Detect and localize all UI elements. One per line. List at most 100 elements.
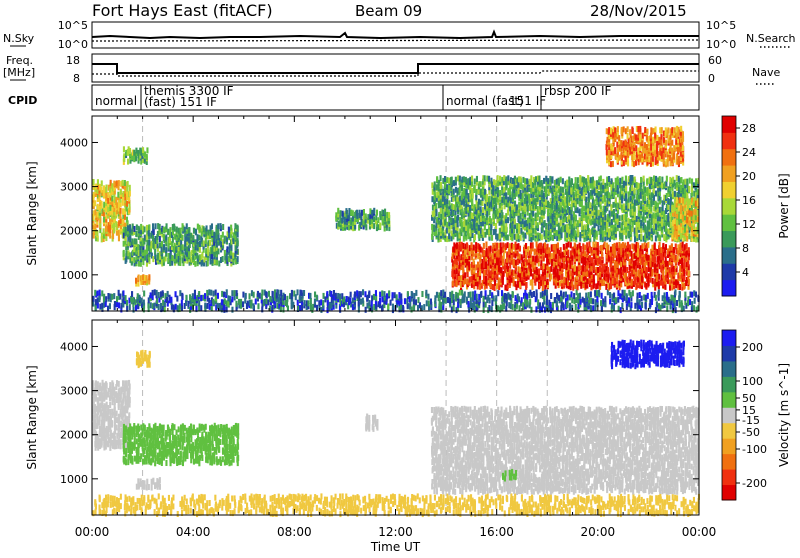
echo-cell bbox=[392, 304, 394, 310]
echo-cell bbox=[303, 290, 305, 296]
echo-cell bbox=[146, 154, 148, 160]
echo-cell bbox=[661, 177, 663, 183]
echo-cell bbox=[271, 305, 273, 311]
echo-cell bbox=[478, 199, 480, 205]
echo-cell bbox=[651, 292, 653, 298]
echo-cell bbox=[363, 209, 365, 215]
echo-cell bbox=[585, 197, 587, 203]
echo-cell bbox=[115, 197, 117, 203]
echo-cell bbox=[129, 185, 131, 191]
echo-cell bbox=[122, 208, 124, 214]
echo-cell bbox=[111, 183, 113, 189]
echo-cell bbox=[547, 216, 549, 222]
echo-cell bbox=[526, 282, 528, 288]
echo-cell bbox=[184, 227, 186, 233]
echo-cell bbox=[583, 177, 585, 183]
echo-cell bbox=[478, 225, 480, 231]
echo-cell bbox=[101, 180, 103, 186]
echo-cell bbox=[604, 214, 606, 220]
echo-cell bbox=[97, 179, 99, 185]
echo-cell bbox=[592, 305, 594, 311]
echo-cell bbox=[667, 213, 669, 219]
echo-cell bbox=[236, 225, 238, 231]
echo-cell bbox=[653, 188, 655, 194]
echo-cell bbox=[634, 228, 636, 234]
echo-cell bbox=[176, 227, 178, 233]
echo-cell bbox=[365, 307, 367, 313]
echo-cell bbox=[451, 177, 453, 183]
noise-tick-right-high: 10^5 bbox=[706, 19, 736, 32]
echo-cell bbox=[598, 191, 600, 197]
echo-cell bbox=[122, 290, 124, 296]
echo-cell bbox=[526, 260, 528, 266]
echo-cell bbox=[431, 224, 433, 230]
echo-cell bbox=[156, 290, 158, 296]
echo-cell bbox=[194, 290, 196, 296]
echo-cell bbox=[621, 303, 623, 309]
echo-cell bbox=[566, 191, 568, 197]
noise-tick-right-low: 10^0 bbox=[706, 38, 736, 51]
echo-cell bbox=[377, 224, 379, 230]
echo-cell bbox=[137, 150, 139, 156]
echo-cell bbox=[452, 280, 454, 286]
echo-cell bbox=[484, 203, 486, 209]
echo-cell bbox=[379, 211, 381, 217]
echo-cell bbox=[142, 147, 144, 153]
echo-cell bbox=[440, 175, 442, 181]
echo-cell bbox=[486, 211, 488, 217]
echo-cell bbox=[169, 237, 171, 243]
echo-cell bbox=[497, 197, 499, 203]
echo-cell bbox=[563, 277, 565, 283]
echo-cell bbox=[208, 289, 210, 295]
echo-cell bbox=[379, 298, 381, 304]
echo-cell bbox=[575, 214, 577, 220]
echo-cell bbox=[463, 297, 465, 303]
echo-cell bbox=[386, 293, 388, 299]
echo-cell bbox=[538, 268, 540, 274]
echo-cell bbox=[507, 210, 509, 216]
echo-cell bbox=[129, 304, 131, 310]
echo-cell bbox=[182, 244, 184, 250]
echo-cell bbox=[236, 249, 238, 255]
echo-cell bbox=[362, 289, 364, 295]
noise-tick-left-low: 10^0 bbox=[58, 38, 88, 51]
noise-panel: N.Sky 10^5 10^0 10^5 10^0 N.Search bbox=[3, 19, 796, 51]
echo-cell bbox=[567, 280, 569, 286]
echo-cell bbox=[421, 291, 423, 297]
echo-cell bbox=[512, 291, 514, 297]
echo-cell bbox=[565, 243, 567, 249]
echo-cell bbox=[326, 291, 328, 297]
echo-cell bbox=[352, 210, 354, 216]
echo-cell bbox=[556, 300, 558, 306]
echo-cell bbox=[94, 290, 96, 296]
echo-cell bbox=[448, 233, 450, 239]
echo-cell bbox=[543, 263, 545, 269]
echo-cell bbox=[354, 291, 356, 297]
echo-cell bbox=[550, 266, 552, 272]
echo-cell bbox=[217, 223, 219, 229]
echo-cell bbox=[537, 206, 539, 212]
echo-cell bbox=[526, 299, 528, 305]
echo-cell bbox=[517, 251, 519, 257]
echo-cell bbox=[340, 210, 342, 216]
echo-cell bbox=[227, 301, 229, 307]
echo-cell bbox=[167, 253, 169, 259]
echo-cell bbox=[545, 176, 547, 182]
echo-cell bbox=[624, 290, 626, 296]
echo-cell bbox=[588, 292, 590, 298]
echo-cell bbox=[106, 185, 108, 191]
echo-cell bbox=[140, 224, 142, 230]
echo-cell bbox=[694, 298, 696, 304]
echo-cell bbox=[543, 178, 545, 184]
echo-cell bbox=[237, 232, 239, 238]
echo-cell bbox=[301, 304, 303, 310]
echo-cell bbox=[146, 147, 148, 153]
echo-cell bbox=[259, 293, 261, 299]
echo-cell bbox=[369, 208, 371, 214]
echo-cell bbox=[558, 178, 560, 184]
echo-cell bbox=[160, 303, 162, 309]
echo-cell bbox=[640, 177, 642, 183]
echo-cell bbox=[531, 292, 533, 298]
echo-cell bbox=[475, 189, 477, 195]
echo-cell bbox=[97, 297, 99, 303]
